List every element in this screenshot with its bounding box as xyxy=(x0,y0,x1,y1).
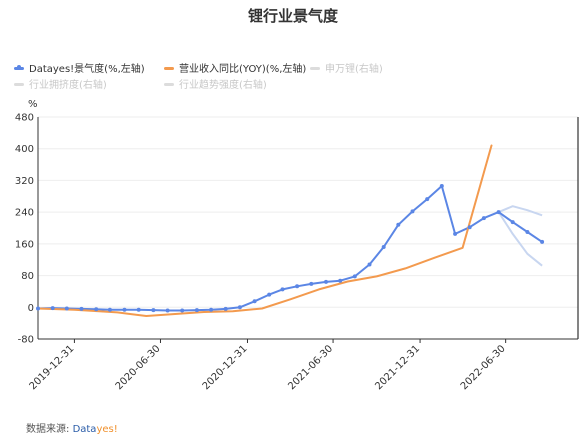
legend-item-trend-strength[interactable]: 行业趋势强度(右轴) xyxy=(164,78,267,94)
series-point[interactable] xyxy=(122,307,127,312)
series-point[interactable] xyxy=(165,308,170,313)
series-point[interactable] xyxy=(267,292,272,297)
series-line-1[interactable] xyxy=(37,144,493,317)
grid-lines xyxy=(38,116,578,340)
x-tick-label: 2020-06-30 xyxy=(114,343,163,392)
faded-series xyxy=(497,205,543,267)
series-point[interactable] xyxy=(36,306,40,311)
series-point[interactable] xyxy=(324,279,328,284)
y-tick-label: -80 xyxy=(18,335,34,346)
x-axis-ticks: 2019-12-31 2020-06-30 2020-12-31 2021-06-30… xyxy=(28,339,508,392)
series-point[interactable] xyxy=(209,307,214,312)
series-point[interactable] xyxy=(540,239,545,244)
series-point[interactable] xyxy=(136,307,141,312)
series-point[interactable] xyxy=(425,197,430,202)
legend-item-crowding[interactable]: 行业拥挤度(右轴) xyxy=(14,78,107,94)
series-point[interactable] xyxy=(223,306,228,311)
series-markers xyxy=(36,184,545,313)
y-tick-label: 160 xyxy=(15,239,34,250)
series-point[interactable] xyxy=(338,278,343,283)
series-point[interactable] xyxy=(64,306,69,311)
series-point[interactable] xyxy=(439,184,444,188)
faded-series-line xyxy=(497,211,543,267)
y-tick-label: 0 xyxy=(28,303,34,314)
series-point[interactable] xyxy=(396,222,401,227)
series-point[interactable] xyxy=(467,225,472,230)
series-point[interactable] xyxy=(496,210,501,215)
legend-label-trend-strength: 行业趋势强度(右轴) xyxy=(179,80,267,91)
y-tick-label: 400 xyxy=(15,144,34,155)
y-tick-label: 80 xyxy=(21,271,34,282)
legend-label-datayes: Datayes!景气度(%,左轴) xyxy=(29,64,145,75)
legend-swatch-revenue-yoy xyxy=(164,66,174,70)
legend-item-datayes[interactable]: Datayes!景气度(%,左轴) xyxy=(14,62,145,78)
x-tick-label: 2022-06-30 xyxy=(459,343,508,392)
x-tick-label: 2021-12-31 xyxy=(373,343,422,392)
y-tick-label: 240 xyxy=(15,208,34,219)
x-tick-label: 2020-12-31 xyxy=(201,343,250,392)
data-source-label: 数据来源: xyxy=(26,424,70,435)
x-tick-label: 2019-12-31 xyxy=(28,343,77,392)
series-point[interactable] xyxy=(309,281,314,286)
series-point[interactable] xyxy=(453,231,458,236)
series-point[interactable] xyxy=(107,307,112,312)
series-point[interactable] xyxy=(252,299,257,304)
axes xyxy=(37,117,579,340)
series-point[interactable] xyxy=(94,307,99,312)
series-point[interactable] xyxy=(510,220,515,225)
faded-series-line xyxy=(498,205,543,217)
legend-swatch-datayes xyxy=(14,65,24,70)
series-point[interactable] xyxy=(194,308,199,313)
series-point[interactable] xyxy=(381,245,386,249)
legend-item-sw-lithium[interactable]: 申万锂(右轴) xyxy=(310,62,383,78)
x-tick-label: 2021-06-30 xyxy=(286,343,335,392)
series-line-0[interactable] xyxy=(37,185,544,312)
data-source-brand-part1[interactable]: Data xyxy=(72,424,97,435)
series-point[interactable] xyxy=(79,306,84,311)
series-point[interactable] xyxy=(180,308,185,313)
chart-title: 锂行业景气度 xyxy=(247,7,338,25)
series-point[interactable] xyxy=(410,209,415,214)
legend-swatch-crowding xyxy=(14,82,24,86)
y-axis-unit: % xyxy=(28,99,38,110)
y-tick-label: 480 xyxy=(15,113,34,124)
data-source: 数据来源: Datayes! xyxy=(26,420,118,435)
series-point[interactable] xyxy=(151,308,156,313)
series-point[interactable] xyxy=(367,262,372,267)
series-point[interactable] xyxy=(237,305,242,310)
series-point[interactable] xyxy=(481,216,486,221)
data-source-brand-part2[interactable]: yes! xyxy=(96,424,118,435)
series-point[interactable] xyxy=(50,306,55,311)
series-point[interactable] xyxy=(352,274,357,279)
legend-label-crowding: 行业拥挤度(右轴) xyxy=(29,80,107,91)
y-axis-ticks: -80 0 80 160 240 320 400 480 xyxy=(15,113,34,346)
y-tick-label: 320 xyxy=(15,176,34,187)
series-lines xyxy=(37,144,544,317)
series-point[interactable] xyxy=(280,287,285,292)
series-point[interactable] xyxy=(295,284,300,289)
legend-item-revenue-yoy[interactable]: 营业收入同比(YOY)(%,左轴) xyxy=(164,62,306,78)
legend-swatch-sw-lithium xyxy=(310,66,320,70)
legend-swatch-trend-strength xyxy=(164,82,174,86)
series-point[interactable] xyxy=(525,230,530,234)
legend-label-sw-lithium: 申万锂(右轴) xyxy=(325,64,383,75)
legend-label-revenue-yoy: 营业收入同比(YOY)(%,左轴) xyxy=(179,64,307,75)
